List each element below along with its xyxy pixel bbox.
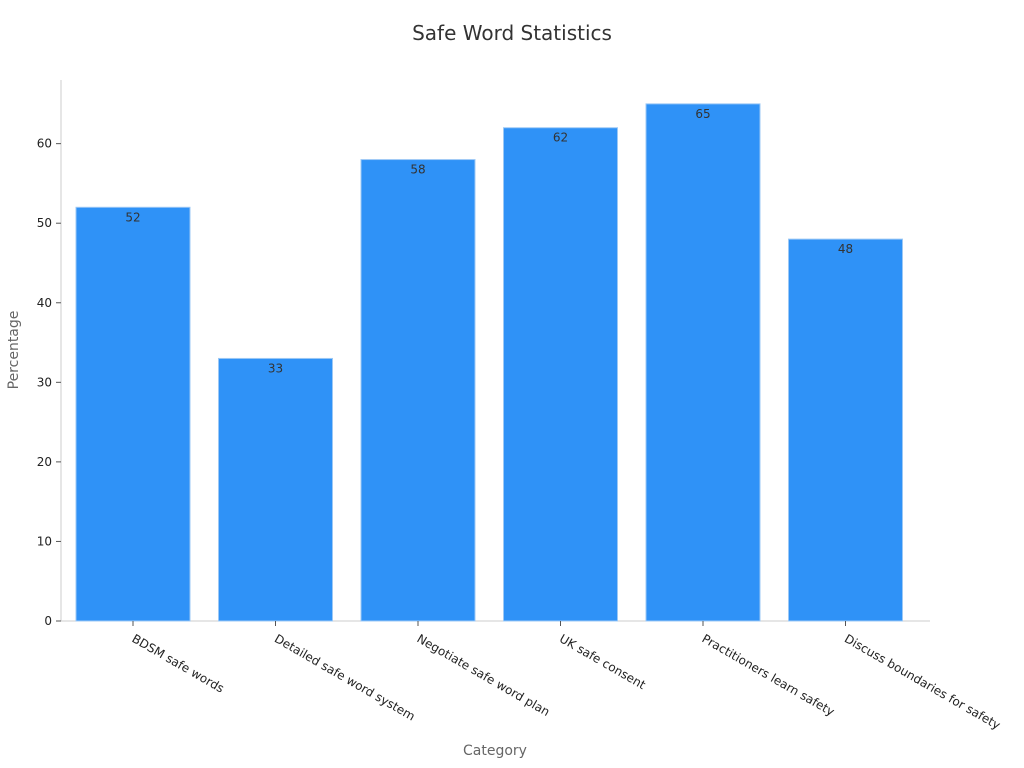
bar [645,103,761,622]
x-tick-label: BDSM safe words [130,631,227,695]
x-axis-title: Category [463,743,527,759]
chart-title: Safe Word Statistics [412,21,612,45]
bar-value-label: 58 [410,163,425,177]
x-tick-label: UK safe consent [557,631,648,692]
bar-value-label: 48 [838,242,853,256]
y-tick-label: 60 [37,137,52,151]
x-tick-label: Discuss boundaries for safety [842,631,1003,732]
x-tick-label: Detailed safe word system [272,631,417,723]
plot-area: 0 10 20 30 40 50 60 52 BDSM safe words 33 Detailed… [37,80,1003,732]
y-axis-title: Percentage [6,311,22,390]
bar-value-label: 65 [695,107,710,121]
y-tick-label: 50 [37,216,52,230]
bar [788,238,903,622]
y-tick-label: 30 [37,375,52,389]
bar [75,206,191,622]
x-tick-label: Practitioners learn safety [700,631,837,718]
bar-value-label: 33 [268,361,283,375]
bar [360,159,476,622]
y-tick-label: 0 [44,614,52,628]
bar [218,357,333,622]
x-tick-label: Negotiate safe word plan [415,631,553,719]
bar-value-label: 62 [553,131,568,145]
y-tick-label: 20 [37,455,52,469]
bar [503,127,618,622]
bar-value-label: 52 [125,210,140,224]
y-tick-label: 10 [37,534,52,548]
y-tick-label: 40 [37,296,52,310]
